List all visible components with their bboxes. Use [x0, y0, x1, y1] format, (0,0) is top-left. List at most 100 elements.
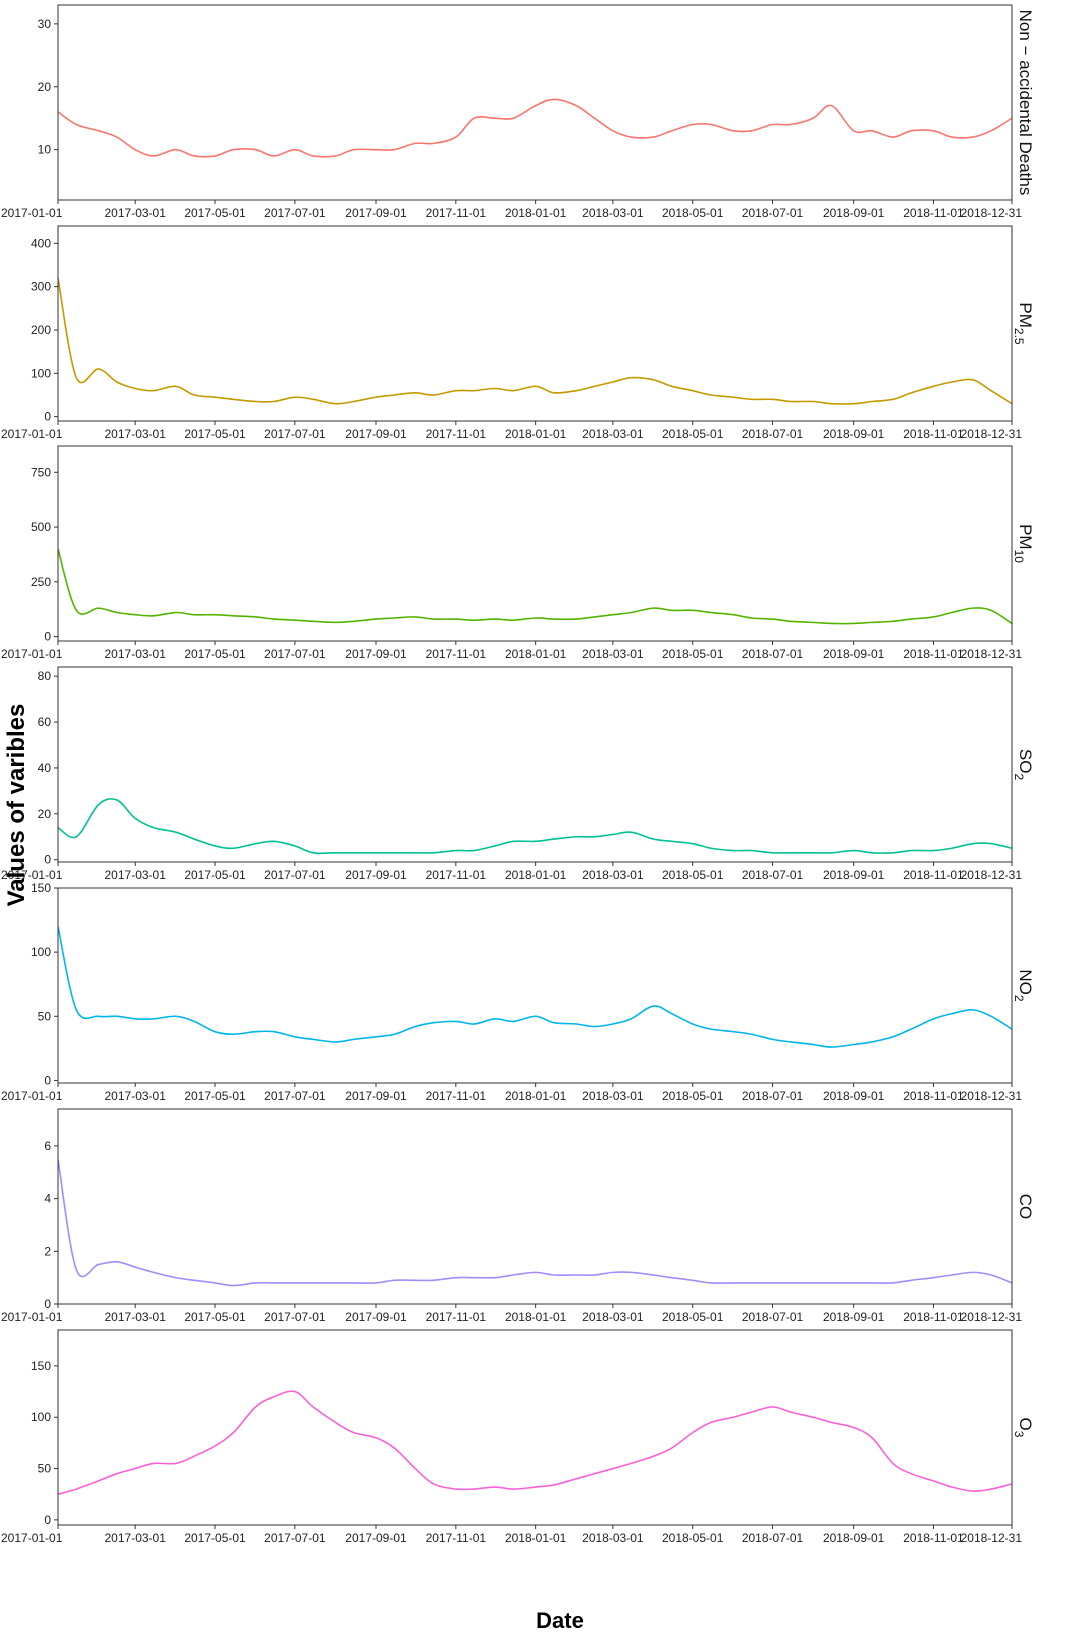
x-tick-label: 2018-01-01	[505, 868, 567, 882]
x-tick-label: 2017-09-01	[345, 1531, 407, 1545]
x-tick-label: 2018-11-01	[903, 1310, 964, 1324]
strip-label-base: PM	[1016, 302, 1035, 328]
x-tick-label: 2017-09-01	[345, 647, 407, 661]
x-tick-label: 2017-07-01	[264, 427, 326, 441]
x-tick-label: 2017-03-01	[105, 206, 167, 220]
panel-o3: 0 50 100 150 2017-01-01 2017-03-01 2017-05-01 2…	[1, 1329, 1035, 1545]
y-tick-label: 400	[31, 236, 51, 250]
x-tick-label: 2017-01-01	[1, 1089, 63, 1103]
x-tick-label: 2018-07-01	[742, 206, 804, 220]
x-tick-label: 2017-05-01	[184, 1310, 246, 1324]
x-tick-label: 2017-01-01	[1, 427, 63, 441]
series-line-pm10	[58, 548, 1012, 625]
panel-non-accidental-deaths: 10 20 30 2017-01-01 2017-03-01 2017-05-01 2017…	[1, 4, 1035, 220]
y-tick-label: 300	[31, 280, 51, 294]
y-tick-label: 150	[31, 1359, 51, 1373]
y-tick-label: 0	[44, 853, 51, 867]
y-tick-label: 0	[44, 1297, 51, 1311]
y-tick-label: 250	[31, 575, 51, 589]
x-tick-label: 2018-11-01	[903, 1089, 964, 1103]
x-tick-label: 2018-09-01	[823, 1531, 885, 1545]
strip-label-base: O	[1016, 1418, 1035, 1431]
y-tick-label: 0	[44, 630, 51, 644]
panel-border	[57, 1108, 1013, 1305]
x-tick-label: 2017-07-01	[264, 1310, 326, 1324]
x-tick-label: 2017-11-01	[426, 647, 487, 661]
x-tick-label: 2018-09-01	[823, 1089, 885, 1103]
x-tick-label: 2017-03-01	[105, 647, 167, 661]
y-tick-label: 750	[31, 465, 51, 479]
y-tick-label: 200	[31, 323, 51, 337]
x-tick-label: 2017-07-01	[264, 868, 326, 882]
x-tick-label: 2018-03-01	[582, 206, 644, 220]
x-tick-label: 2018-03-01	[582, 868, 644, 882]
series-line-so2	[58, 798, 1012, 855]
x-tick-label: 2017-09-01	[345, 206, 407, 220]
x-tick-label: 2017-07-01	[264, 1531, 326, 1545]
y-tick-label: 100	[31, 1410, 51, 1424]
y-tick-label: 100	[31, 945, 51, 959]
panel-border	[57, 666, 1013, 863]
x-tick-label: 2018-11-01	[903, 1531, 964, 1545]
x-axis-title: Date	[536, 1608, 584, 1633]
series-line-non-accidental-deaths	[58, 98, 1012, 158]
series-line-co	[58, 1158, 1012, 1287]
x-tick-label: 2018-05-01	[662, 206, 724, 220]
panel-co: 0 2 4 6 2017-01-01 2017-03-01 2017-05-01 2017-0…	[1, 1108, 1035, 1324]
strip-label-so2: SO2	[1012, 749, 1035, 781]
x-tick-label: 2017-05-01	[184, 1089, 246, 1103]
x-tick-label: 2018-12-31	[961, 1310, 1023, 1324]
x-tick-label: 2017-09-01	[345, 427, 407, 441]
x-tick-label: 2017-01-01	[1, 1531, 63, 1545]
y-tick-label: 60	[38, 715, 52, 729]
strip-label-subscript: 2.5	[1012, 328, 1026, 345]
strip-label-subscript: 3	[1012, 1431, 1026, 1438]
strip-label-pm10: PM10	[1012, 524, 1035, 563]
x-tick-label: 2017-07-01	[264, 1089, 326, 1103]
series-line-no2	[58, 926, 1012, 1048]
x-tick-label: 2017-09-01	[345, 1089, 407, 1103]
x-tick-label: 2018-11-01	[903, 868, 964, 882]
x-tick-label: 2018-03-01	[582, 1089, 644, 1103]
strip-label-base: NO	[1016, 969, 1035, 995]
strip-label-pm2-5: PM2.5	[1012, 302, 1035, 345]
x-tick-label: 2017-11-01	[426, 206, 487, 220]
strip-label-subscript: 2	[1012, 995, 1026, 1002]
x-tick-label: 2018-12-31	[961, 1089, 1023, 1103]
x-tick-label: 2017-03-01	[105, 427, 167, 441]
x-tick-label: 2018-07-01	[742, 647, 804, 661]
strip-label-non-accidental-deaths: Non − accidental Deaths	[1016, 10, 1035, 196]
x-tick-label: 2018-01-01	[505, 1531, 567, 1545]
panel-border	[57, 225, 1013, 422]
x-tick-label: 2018-05-01	[662, 647, 724, 661]
panel-border	[57, 887, 1013, 1084]
y-tick-label: 0	[44, 1513, 51, 1527]
x-tick-label: 2018-05-01	[662, 1310, 724, 1324]
x-tick-label: 2018-09-01	[823, 868, 885, 882]
x-tick-label: 2018-01-01	[505, 206, 567, 220]
x-tick-label: 2017-01-01	[1, 647, 63, 661]
x-tick-label: 2018-11-01	[903, 427, 964, 441]
x-tick-label: 2017-05-01	[184, 1531, 246, 1545]
y-tick-label: 150	[31, 881, 51, 895]
x-tick-label: 2017-11-01	[426, 1089, 487, 1103]
strip-label-base: PM	[1016, 524, 1035, 550]
x-tick-label: 2017-03-01	[105, 1089, 167, 1103]
y-tick-label: 80	[38, 669, 52, 683]
panel-pm2-5: 0 100 200 300 400 2017-01-01 2017-03-01 2017-05…	[1, 225, 1035, 441]
x-tick-label: 2018-05-01	[662, 868, 724, 882]
panel-border	[57, 1329, 1013, 1526]
x-tick-label: 2017-11-01	[426, 427, 487, 441]
panel-border	[57, 445, 1013, 642]
y-tick-label: 4	[44, 1192, 51, 1206]
x-tick-label: 2017-05-01	[184, 868, 246, 882]
x-tick-label: 2017-11-01	[426, 1531, 487, 1545]
panel-so2: 0 20 40 60 80 2017-01-01 2017-03-01 2017-05-01 2…	[1, 666, 1035, 882]
x-tick-label: 2018-12-31	[961, 427, 1023, 441]
x-tick-label: 2017-05-01	[184, 427, 246, 441]
y-tick-label: 0	[44, 410, 51, 424]
x-tick-label: 2017-09-01	[345, 868, 407, 882]
x-tick-label: 2018-05-01	[662, 1531, 724, 1545]
strip-label-co: CO	[1016, 1194, 1035, 1220]
y-tick-label: 50	[38, 1009, 52, 1023]
